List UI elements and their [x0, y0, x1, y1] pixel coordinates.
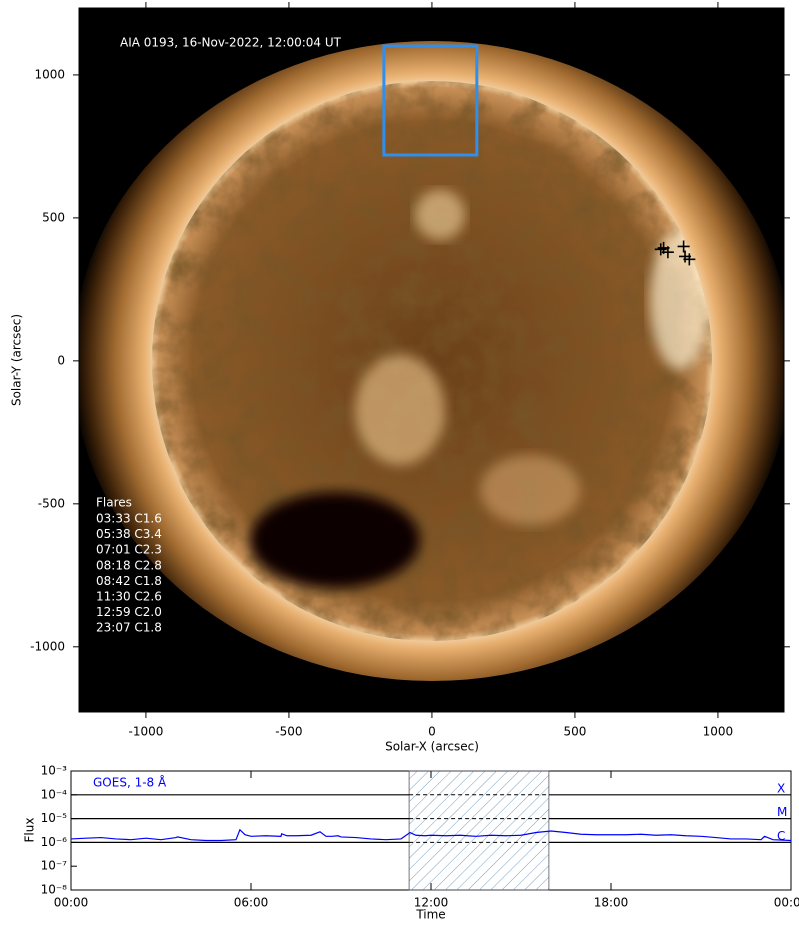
flare-entry: 08:42 C1.8: [96, 574, 162, 588]
y-tick-label: 10⁻⁷: [41, 859, 68, 873]
coronal-hole: [250, 492, 420, 588]
class-level-label: M: [777, 805, 787, 819]
y-tick-label: -1000: [30, 639, 65, 653]
flare-entry: 05:38 C3.4: [96, 527, 162, 541]
flare-entry: 07:01 C2.3: [96, 543, 162, 557]
active-region: [415, 190, 465, 240]
y-axis-label: Flux: [23, 818, 37, 843]
flare-list-title: Flares: [96, 496, 132, 510]
flare-entry: 11:30 C2.6: [96, 590, 162, 604]
sun-image: [79, 41, 784, 681]
y-tick-label: 1000: [34, 67, 65, 81]
flare-marker: [654, 243, 667, 256]
flare-marker: [677, 240, 690, 253]
flare-entry: 08:18 C2.8: [96, 558, 162, 572]
x-tick-label: 0: [428, 725, 436, 739]
x-tick-label: 1000: [703, 725, 734, 739]
x-axis-label: Solar-X (arcsec): [385, 740, 479, 754]
x-tick-label: 500: [563, 725, 586, 739]
image-title: AIA 0193, 16-Nov-2022, 12:00:04 UT: [120, 36, 342, 50]
class-level-label: X: [777, 781, 785, 795]
x-tick-label: 00:00: [774, 896, 799, 910]
x-tick-label: 12:00: [414, 896, 449, 910]
flare-entry: 23:07 C1.8: [96, 621, 162, 635]
goes-title: GOES, 1-8 Å: [93, 775, 167, 790]
shaded-interval: [408, 770, 550, 891]
class-level-label: C: [777, 829, 785, 843]
disk-texture: [152, 81, 712, 641]
flare-marker: [679, 250, 692, 263]
y-tick-label: 10⁻⁴: [41, 787, 68, 801]
flare-marker: [657, 241, 670, 254]
y-tick-label: 10⁻⁸: [41, 883, 68, 897]
y-tick-label: 10⁻³: [41, 764, 68, 778]
x-tick-label: -1000: [128, 725, 163, 739]
y-tick-label: 500: [42, 210, 65, 224]
y-tick-label: -500: [38, 496, 65, 510]
y-axis-label: Solar-Y (arcsec): [10, 314, 24, 406]
active-region: [355, 355, 445, 465]
y-tick-label: 0: [57, 353, 65, 367]
aia-image-panel: AIA 0193, 16-Nov-2022, 12:00:04 UT Flare…: [10, 2, 790, 754]
y-tick-label: 10⁻⁶: [41, 835, 68, 849]
active-region: [480, 455, 580, 525]
y-tick-label: 10⁻⁵: [41, 811, 68, 825]
flare-entry: 12:59 C2.0: [96, 605, 162, 619]
x-tick-label: -500: [275, 725, 302, 739]
x-tick-label: 06:00: [234, 896, 269, 910]
region-box: [382, 44, 479, 157]
goes-panel: GOES, 1-8 Å Time Flux XMC 00:00 06:00 12:00…: [23, 764, 799, 922]
x-tick-label: 00:00: [54, 896, 89, 910]
x-axis-label: Time: [415, 908, 445, 922]
flare-entry: 03:33 C1.6: [96, 512, 162, 526]
active-region: [650, 230, 710, 370]
x-tick-label: 18:00: [594, 896, 629, 910]
flux-line: [70, 828, 792, 842]
